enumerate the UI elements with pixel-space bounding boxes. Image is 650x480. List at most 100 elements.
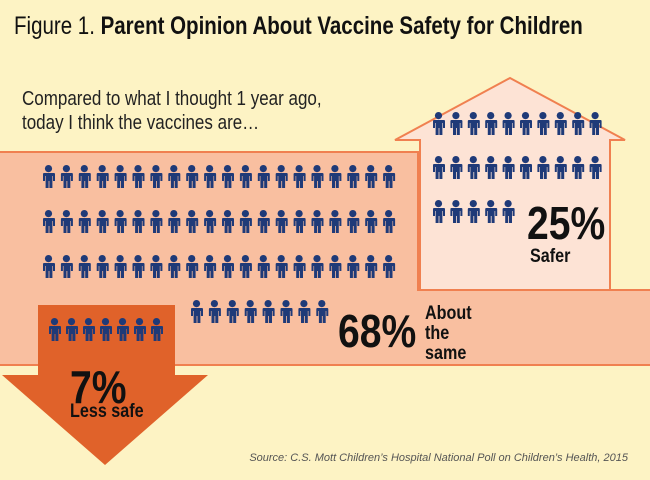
person-icon bbox=[222, 210, 234, 233]
person-icon bbox=[467, 112, 480, 135]
icon-body bbox=[467, 164, 480, 179]
icon-group bbox=[49, 318, 163, 341]
icon-head bbox=[487, 200, 495, 208]
icon-body bbox=[191, 308, 203, 323]
icon-body bbox=[365, 218, 378, 233]
icon-head bbox=[331, 165, 339, 173]
icon-head bbox=[434, 200, 443, 208]
person-icon bbox=[467, 200, 480, 223]
icon-body bbox=[78, 218, 91, 233]
icon-body bbox=[502, 120, 515, 135]
icon-body bbox=[485, 208, 498, 223]
icon-head bbox=[98, 255, 106, 263]
icon-body bbox=[383, 263, 396, 278]
person-icon bbox=[450, 156, 463, 179]
icon-head bbox=[469, 200, 477, 208]
icon-body bbox=[383, 218, 396, 233]
person-icon bbox=[311, 255, 324, 278]
icon-body bbox=[485, 120, 498, 135]
person-icon bbox=[222, 165, 234, 188]
icon-head bbox=[223, 210, 232, 218]
icon-body bbox=[150, 263, 163, 278]
person-icon bbox=[100, 318, 112, 341]
icon-head bbox=[504, 200, 512, 208]
icon-head bbox=[591, 112, 599, 120]
icon-head bbox=[241, 210, 249, 218]
icon-head bbox=[223, 255, 232, 263]
icon-head bbox=[385, 255, 393, 263]
icon-head bbox=[574, 156, 582, 164]
icon-head bbox=[152, 255, 160, 263]
icon-head bbox=[487, 156, 495, 164]
icon-body bbox=[151, 326, 163, 341]
icon-head bbox=[277, 210, 285, 218]
icon-body bbox=[311, 263, 324, 278]
person-icon bbox=[329, 255, 342, 278]
icon-head bbox=[206, 210, 214, 218]
person-icon bbox=[365, 255, 378, 278]
person-icon bbox=[150, 255, 163, 278]
icon-head bbox=[295, 165, 303, 173]
person-icon bbox=[502, 112, 515, 135]
person-icon bbox=[485, 200, 498, 223]
icon-head bbox=[134, 165, 142, 173]
icon-body bbox=[204, 218, 217, 233]
icon-body bbox=[114, 173, 127, 188]
icon-head bbox=[192, 300, 201, 308]
icon-head bbox=[504, 156, 512, 164]
icon-body bbox=[78, 173, 91, 188]
person-icon bbox=[43, 210, 55, 233]
icon-head bbox=[452, 112, 460, 120]
icon-body bbox=[467, 208, 480, 223]
icon-head bbox=[50, 318, 59, 326]
person-icon bbox=[222, 255, 234, 278]
person-icon bbox=[329, 210, 342, 233]
person-icon bbox=[60, 165, 73, 188]
icon-head bbox=[98, 210, 106, 218]
icon-head bbox=[349, 255, 357, 263]
person-icon bbox=[383, 165, 396, 188]
person-icon bbox=[96, 210, 109, 233]
icon-head bbox=[556, 112, 564, 120]
icon-body bbox=[433, 120, 445, 135]
person-icon bbox=[78, 210, 91, 233]
icon-head bbox=[116, 165, 124, 173]
person-icon bbox=[520, 112, 532, 135]
icon-body bbox=[520, 164, 532, 179]
icon-body bbox=[96, 263, 109, 278]
icon-head bbox=[62, 210, 70, 218]
icon-body bbox=[239, 263, 252, 278]
person-icon bbox=[49, 318, 61, 341]
person-icon bbox=[150, 210, 163, 233]
icon-head bbox=[295, 255, 303, 263]
person-icon bbox=[293, 210, 306, 233]
icon-body bbox=[96, 218, 109, 233]
person-icon bbox=[262, 300, 275, 323]
icon-body bbox=[114, 263, 127, 278]
icon-body bbox=[134, 326, 146, 341]
icon-body bbox=[502, 164, 515, 179]
icon-body bbox=[60, 218, 73, 233]
person-icon bbox=[186, 210, 199, 233]
person-icon bbox=[257, 165, 270, 188]
icon-body bbox=[293, 173, 306, 188]
person-icon bbox=[293, 165, 306, 188]
icon-body bbox=[257, 218, 270, 233]
icon-body bbox=[66, 326, 78, 341]
person-icon bbox=[572, 156, 585, 179]
icon-body bbox=[329, 218, 342, 233]
icon-head bbox=[331, 255, 339, 263]
person-icon bbox=[208, 300, 221, 323]
icon-body bbox=[96, 173, 109, 188]
icon-head bbox=[116, 210, 124, 218]
icon-head bbox=[170, 165, 178, 173]
icon-body bbox=[347, 263, 360, 278]
value-label: 25% bbox=[527, 197, 606, 249]
same-band-join bbox=[416, 291, 421, 364]
person-icon bbox=[168, 255, 181, 278]
icon-body bbox=[150, 218, 163, 233]
value-label: 68% bbox=[338, 305, 417, 357]
icon-body bbox=[347, 218, 360, 233]
icon-head bbox=[452, 156, 460, 164]
icon-body bbox=[450, 208, 463, 223]
